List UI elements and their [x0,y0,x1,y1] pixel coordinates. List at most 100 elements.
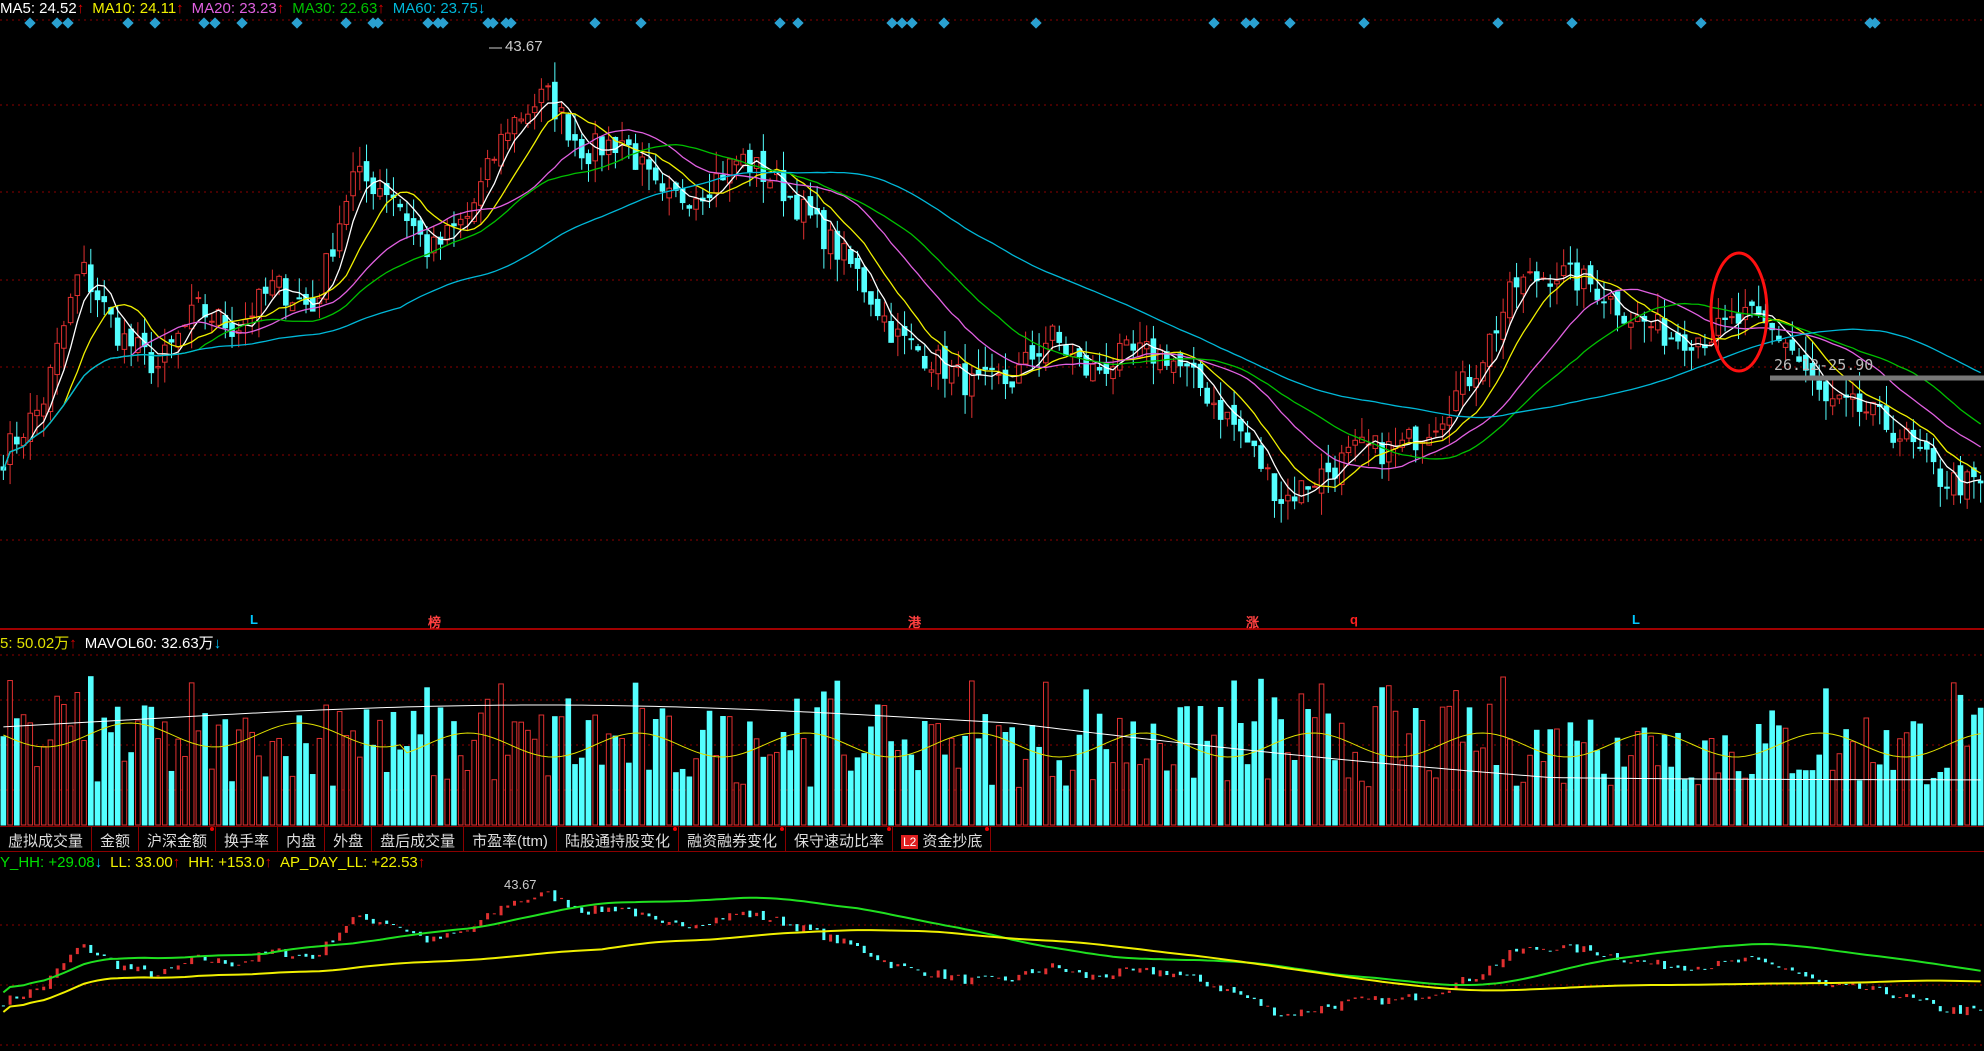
event-marker[interactable]: 港 [908,615,922,630]
indicator-candle [923,972,927,976]
volume-bar [457,755,464,826]
legend-value: AP_DAY_LL: +22.53 [280,854,418,871]
indicator-candle [1172,973,1176,978]
indicator-candle [243,961,247,963]
volume-bar [1399,759,1406,826]
candle-body [54,342,60,376]
candle-body [437,236,444,245]
event-marker[interactable]: L [1632,612,1640,627]
highlight-circle [1709,251,1769,373]
indicator-candle [1844,983,1848,985]
indicator-candle [1649,963,1653,965]
indicator-candle [1932,999,1936,1004]
candle-body [1870,401,1876,416]
candle-body [128,328,134,347]
indicator-candle [1239,991,1243,995]
candle-body [518,118,525,122]
volume-bar [1466,707,1473,826]
volume-bar [20,714,27,826]
candle-body [1036,353,1042,357]
diamond-signal-icon [1248,17,1260,29]
candle-body [330,249,336,257]
indicator-candle [1427,996,1431,999]
tab-4[interactable]: 内盘 [278,827,326,851]
volume-bar [1069,769,1076,826]
indicator-candle [956,974,960,976]
tab-11[interactable]: L2 资金抄底 [893,827,992,851]
volume-bar [928,724,935,826]
indicator-candle [42,986,46,991]
indicator-candle [1178,971,1182,976]
diamond-signal-icon [906,17,918,29]
candle-body [289,302,296,312]
candle-body [1971,467,1977,478]
event-marker[interactable]: 榜 [428,615,442,630]
candle-body [1823,381,1829,402]
indicator-tab-bar: 虚拟成交量 金额 沪深金额 换手率 内盘 外盘 盘后成交量 市盈率(ttm) 陆股通持股变化 融资… [0,826,1984,852]
indicator-candle [1595,952,1599,956]
tab-1[interactable]: 金额 [92,827,140,851]
candle-body [1238,418,1244,432]
tab-3[interactable]: 换手率 [216,827,279,851]
volume-bar [1614,737,1621,826]
indicator-candle [512,900,516,906]
candle-body [995,373,1002,376]
volume-bar [1937,771,1944,826]
tab-10[interactable]: 保守速动比率 [786,827,893,851]
tab-7[interactable]: 市盈率(ttm) [464,827,557,851]
indicator-candle [1,1005,5,1007]
tab-8[interactable]: 陆股通持股变化 [557,827,679,851]
tab-5[interactable]: 外盘 [325,827,373,851]
sub-high-value: 43.67 [504,877,537,892]
volume-bar [558,716,565,826]
volume-bar [1802,770,1809,826]
tab-6[interactable]: 盘后成交量 [372,827,465,851]
tab-9[interactable]: 融资融券变化 [679,827,786,851]
indicator-candle [1125,967,1129,969]
indicator-candle [876,955,880,961]
volume-bar [363,709,370,826]
indicator-candle [1131,968,1135,971]
candle-body [1345,446,1352,454]
candle-body [81,261,87,275]
event-marker[interactable]: L [250,612,258,627]
candle-body [155,365,161,369]
indicator-candle [445,933,449,938]
volume-bar [451,721,457,826]
indicator-candle [936,970,940,978]
candle-body [552,81,558,120]
indicator-legend: Y_HH: +29.08↓ LL: 33.00↑ HH: +153.0↑ AP_DAY… [0,854,425,871]
volume-bar [417,734,424,826]
volume-bar [525,729,531,826]
tab-2[interactable]: 沪深金额 [139,827,217,851]
indicator-candle [1299,1009,1303,1017]
candle-body [1433,430,1439,433]
diamond-signal-icon [589,17,601,29]
indicator-candle [728,913,732,921]
indicator-candle [1118,968,1122,977]
indicator-candle [1891,995,1895,999]
indicator-candle [331,940,335,943]
volume-bar [1143,758,1150,826]
event-marker[interactable]: 涨 [1246,615,1260,630]
indicator-candle [1246,995,1250,999]
volume-bar [1870,762,1876,826]
ll-line [2,929,1981,1013]
candle-body [296,297,303,300]
volume-bar [1641,727,1648,826]
candle-body [1298,480,1305,504]
candle-body [1002,369,1009,385]
tab-0[interactable]: 虚拟成交量 [0,827,93,851]
volume-bar [1157,743,1163,826]
diamond-signal-icon [1030,17,1042,29]
event-marker[interactable]: q [1350,612,1358,627]
volume-bar [1742,777,1749,826]
indicator-candle [1858,983,1862,989]
indicator-candle [291,956,295,959]
candle-body [316,297,323,305]
indicator-candle [1797,972,1801,974]
indicator-candle [593,905,597,914]
volume-bar [639,707,646,826]
legend-item: MA5: 24.52↑ [0,0,84,17]
